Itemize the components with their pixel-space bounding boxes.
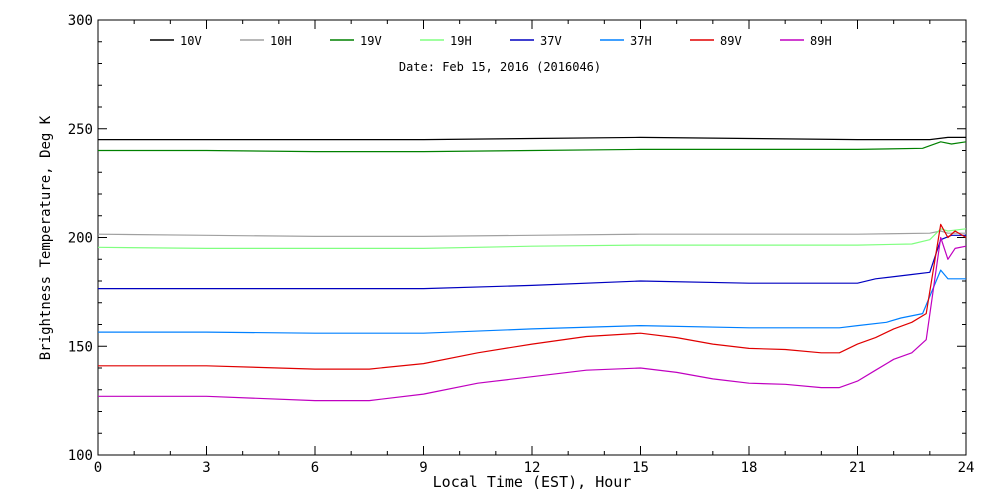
x-axis-label: Local Time (EST), Hour	[433, 473, 632, 491]
y-tick-label: 300	[68, 13, 93, 29]
legend-label-89h: 89H	[810, 34, 832, 48]
x-tick-label: 3	[202, 460, 210, 476]
legend-label-19h: 19H	[450, 34, 472, 48]
axis-ticks: 0 3 6 9 12 15 18 21 24 100 150 200 250 300	[68, 13, 975, 476]
series-line-19v	[98, 141, 967, 153]
y-tick-label: 100	[68, 448, 93, 464]
x-tick-label: 0	[94, 460, 102, 476]
series-line-37v	[98, 234, 966, 290]
y-tick-label: 200	[68, 231, 93, 247]
series-line-10v	[98, 136, 966, 141]
date-annotation: Date: Feb 15, 2016 (2016046)	[399, 60, 601, 74]
x-tick-label: 15	[632, 460, 649, 476]
series-line-89v	[98, 223, 967, 370]
y-axis-label: Brightness Temperature, Deg K	[38, 115, 54, 360]
x-tick-label: 24	[958, 460, 975, 476]
x-tick-label: 21	[849, 460, 866, 476]
plot-frame	[97, 19, 967, 456]
x-tick-label: 9	[419, 460, 427, 476]
legend-label-37v: 37V	[540, 34, 562, 48]
x-tick-label: 12	[524, 460, 541, 476]
y-tick-label: 250	[68, 122, 93, 138]
legend-label-19v: 19V	[360, 34, 382, 48]
x-tick-label: 6	[311, 460, 319, 476]
series-line-19h	[97, 228, 967, 249]
series-line-37h	[98, 269, 966, 334]
x-tick-label: 18	[741, 460, 758, 476]
y-tick-label: 150	[68, 339, 93, 355]
series-line-89h	[98, 236, 967, 402]
legend-label-37h: 37H	[630, 34, 652, 48]
series-lines	[97, 136, 967, 402]
legend-label-89v: 89V	[720, 34, 742, 48]
legend-label-10h: 10H	[270, 34, 292, 48]
legend-label-10v: 10V	[180, 34, 202, 48]
series-line-10h	[97, 230, 966, 237]
legend: 10V 10H 19V 19H 37V 37H 89V 89H	[150, 34, 832, 48]
